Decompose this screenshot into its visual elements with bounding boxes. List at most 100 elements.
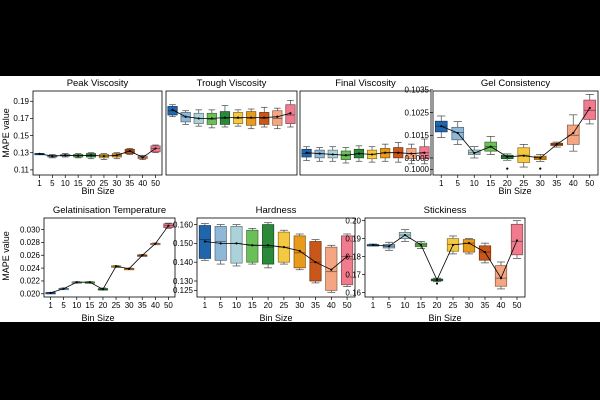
mean-point bbox=[102, 155, 106, 158]
mean-point bbox=[64, 154, 67, 157]
mean-point bbox=[171, 108, 174, 111]
mean-point bbox=[115, 154, 118, 157]
box-40 bbox=[272, 107, 283, 130]
mean-point bbox=[51, 155, 54, 158]
x-axis-label: Bin Size bbox=[498, 186, 531, 196]
x-tick-label: 10 bbox=[61, 179, 70, 188]
mean-point bbox=[357, 152, 361, 155]
x-axis-label: Bin Size bbox=[81, 186, 114, 196]
mean-point bbox=[410, 152, 413, 155]
y-tick-label: 0.1035 bbox=[405, 86, 430, 95]
mean-point bbox=[344, 154, 347, 157]
mean-point bbox=[219, 242, 222, 245]
subplot-title: Peak Viscosity bbox=[67, 78, 129, 89]
mean-line bbox=[204, 241, 348, 271]
mean-point bbox=[298, 249, 301, 253]
mean-point bbox=[89, 154, 93, 157]
x-axis-label: Bin Size bbox=[428, 313, 461, 322]
mean-point bbox=[331, 153, 334, 156]
x-tick-label: 40 bbox=[569, 179, 578, 188]
subplot-title: Stickiness bbox=[424, 205, 467, 216]
y-tick-label: 0.11 bbox=[14, 166, 30, 175]
x-tick-label: 25 bbox=[99, 179, 108, 188]
mean-point bbox=[141, 254, 144, 257]
x-tick-label: 50 bbox=[151, 179, 160, 188]
y-axis-label: MAPE value bbox=[1, 231, 11, 281]
x-tick-label: 35 bbox=[125, 179, 134, 188]
y-tick-label: 0.140 bbox=[173, 258, 194, 267]
y-tick-label: 0.1000 bbox=[405, 165, 430, 174]
x-tick-label: 40 bbox=[138, 179, 147, 188]
mean-point bbox=[423, 151, 426, 154]
outlier-point bbox=[506, 167, 509, 170]
mean-line bbox=[372, 234, 518, 281]
mean-point bbox=[223, 116, 227, 119]
x-tick-label: 5 bbox=[61, 301, 66, 310]
mean-point bbox=[251, 244, 254, 247]
x-tick-label: 5 bbox=[50, 179, 55, 188]
mean-point bbox=[282, 246, 285, 249]
box-body bbox=[341, 235, 354, 286]
y-tick-label: 0.18 bbox=[345, 252, 361, 261]
mean-point bbox=[250, 116, 253, 119]
x-tick-label: 25 bbox=[519, 179, 528, 188]
mean-point bbox=[289, 112, 292, 115]
x-tick-label: 50 bbox=[585, 179, 594, 188]
mean-point bbox=[276, 115, 279, 118]
box-body bbox=[566, 124, 580, 145]
mean-point bbox=[419, 243, 423, 247]
mean-line bbox=[172, 109, 291, 119]
y-tick-label: 0.020 bbox=[20, 290, 41, 299]
y-tick-label: 0.125 bbox=[173, 286, 194, 295]
y-tick-label: 0.024 bbox=[20, 264, 41, 273]
mean-line bbox=[441, 107, 591, 159]
x-tick-label: 20 bbox=[87, 179, 96, 188]
x-tick-label: 10 bbox=[401, 301, 410, 310]
x-tick-label: 15 bbox=[417, 301, 426, 310]
box-10 bbox=[230, 224, 243, 267]
box-50 bbox=[583, 94, 597, 125]
y-tick-label: 0.15 bbox=[13, 131, 29, 140]
mean-point bbox=[440, 125, 443, 128]
y-tick-label: 0.150 bbox=[173, 239, 194, 248]
box-50 bbox=[341, 233, 354, 288]
subplot-title: Gelatinisation Temperature bbox=[53, 205, 166, 216]
box-body bbox=[462, 239, 476, 253]
box-body bbox=[230, 226, 243, 264]
y-tick-label: 0.17 bbox=[345, 270, 361, 279]
subplot-3: Final Viscosity bbox=[299, 78, 432, 176]
outlier-point bbox=[539, 167, 542, 170]
x-axis-label: Bin Size bbox=[259, 313, 292, 322]
mean-point bbox=[49, 291, 52, 294]
x-tick-label: 5 bbox=[456, 179, 461, 188]
x-tick-label: 30 bbox=[536, 179, 545, 188]
x-tick-label: 25 bbox=[279, 301, 288, 310]
plot-frame bbox=[364, 217, 526, 298]
x-tick-label: 1 bbox=[37, 179, 42, 188]
y-tick-label: 0.1025 bbox=[405, 108, 430, 117]
y-tick-label: 0.130 bbox=[173, 277, 194, 286]
x-tick-label: 40 bbox=[327, 301, 336, 310]
mean-point bbox=[473, 151, 476, 155]
y-tick-label: 0.160 bbox=[173, 220, 194, 229]
box-40 bbox=[494, 261, 508, 290]
x-tick-label: 10 bbox=[470, 179, 479, 188]
mean-point bbox=[318, 152, 321, 155]
mean-point bbox=[515, 239, 519, 242]
x-tick-label: 15 bbox=[85, 301, 94, 310]
mean-point bbox=[330, 268, 333, 271]
plot-frame bbox=[43, 217, 176, 298]
outlier-point bbox=[435, 282, 439, 285]
mean-point bbox=[236, 116, 240, 119]
mean-point bbox=[197, 117, 200, 120]
mean-point bbox=[154, 242, 157, 245]
plot-frame bbox=[432, 90, 599, 176]
mean-point bbox=[384, 151, 387, 154]
y-tick-label: 0.17 bbox=[13, 114, 29, 123]
y-axis-label: MAPE value bbox=[1, 108, 11, 158]
mean-point bbox=[456, 131, 459, 135]
x-axis-label: Bin Size bbox=[81, 313, 114, 322]
box-20 bbox=[219, 105, 231, 128]
